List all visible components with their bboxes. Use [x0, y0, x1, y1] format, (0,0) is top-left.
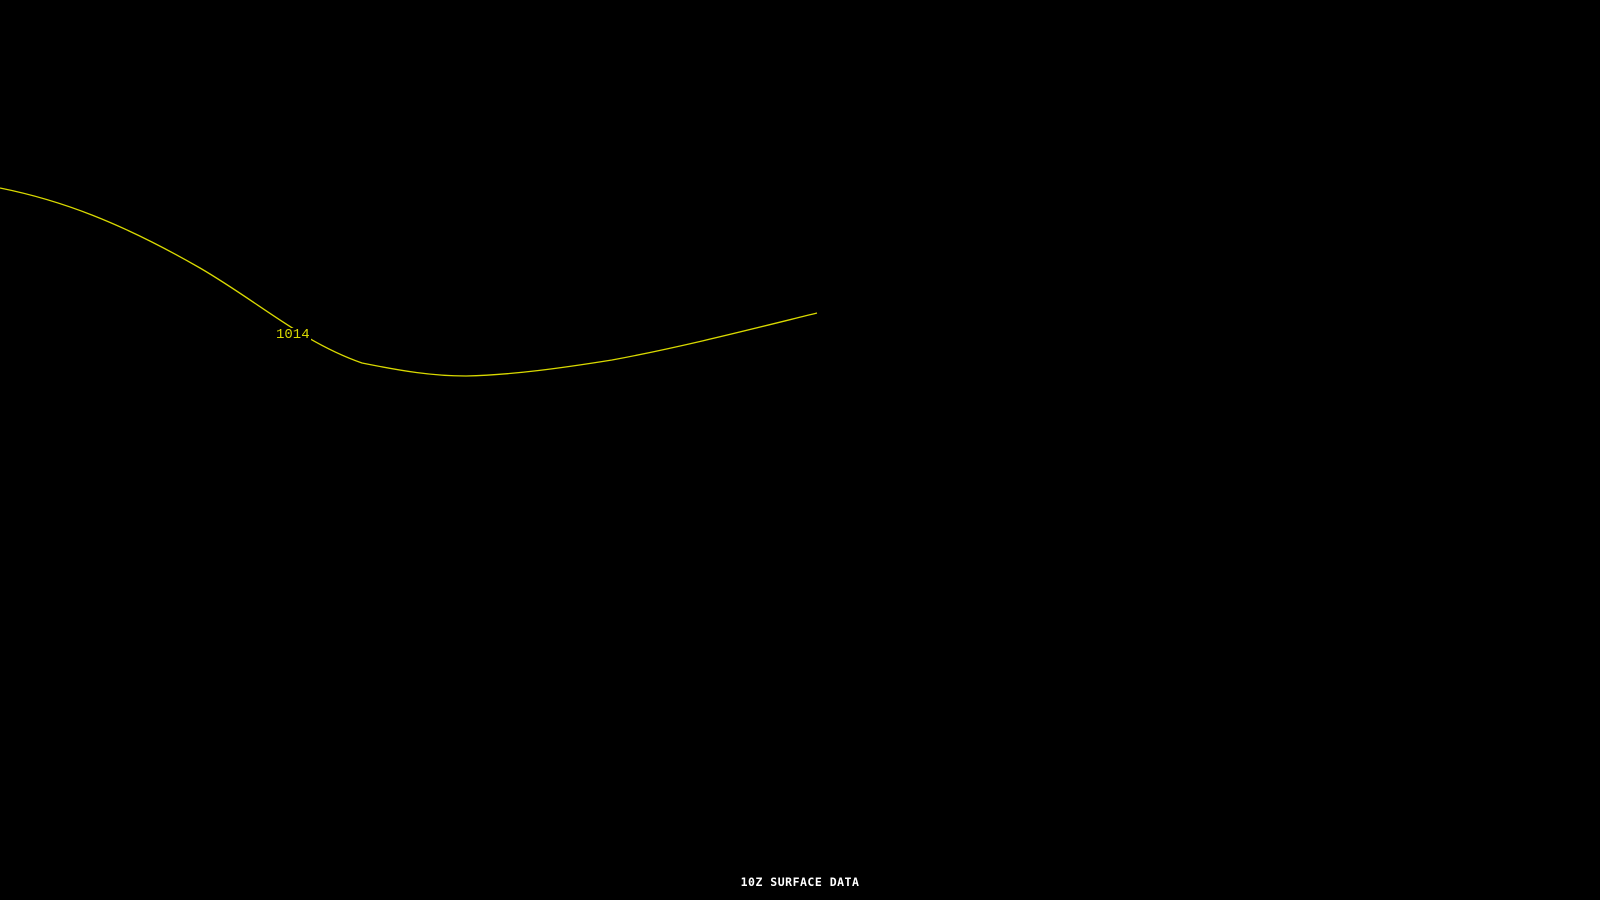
isobar-1014-line: [0, 187, 818, 377]
isobar-label-1014: 1014: [275, 327, 311, 343]
caption-surface-data: 10Z SURFACE DATA: [740, 875, 860, 889]
